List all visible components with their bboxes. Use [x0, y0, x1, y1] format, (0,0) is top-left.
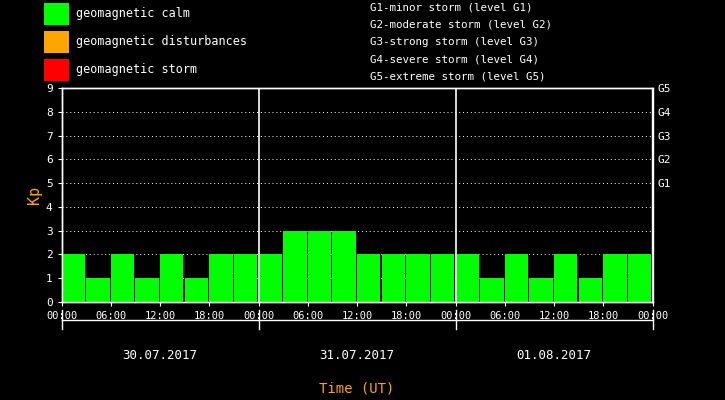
Bar	[44, 59, 69, 81]
Text: geomagnetic storm: geomagnetic storm	[76, 64, 197, 76]
Bar	[234, 254, 257, 302]
Bar	[628, 254, 651, 302]
Bar	[529, 278, 552, 302]
Bar	[480, 278, 504, 302]
Text: 31.07.2017: 31.07.2017	[320, 350, 394, 362]
Bar	[259, 254, 282, 302]
Bar	[333, 231, 356, 302]
Bar	[579, 278, 602, 302]
Bar	[406, 254, 430, 302]
Bar	[603, 254, 626, 302]
Text: 30.07.2017: 30.07.2017	[123, 350, 198, 362]
Text: G3-strong storm (level G3): G3-strong storm (level G3)	[370, 37, 539, 47]
Bar	[455, 254, 479, 302]
Bar	[185, 278, 208, 302]
Bar	[210, 254, 233, 302]
Bar	[111, 254, 134, 302]
Text: geomagnetic disturbances: geomagnetic disturbances	[76, 35, 247, 48]
Text: Time (UT): Time (UT)	[320, 381, 394, 395]
Text: G4-severe storm (level G4): G4-severe storm (level G4)	[370, 54, 539, 64]
Text: G1-minor storm (level G1): G1-minor storm (level G1)	[370, 3, 532, 13]
Bar	[431, 254, 455, 302]
Y-axis label: Kp: Kp	[27, 186, 41, 204]
Bar	[44, 31, 69, 53]
Bar	[381, 254, 405, 302]
Text: geomagnetic calm: geomagnetic calm	[76, 7, 190, 20]
Text: G2-moderate storm (level G2): G2-moderate storm (level G2)	[370, 20, 552, 30]
Bar	[283, 231, 307, 302]
Text: G5-extreme storm (level G5): G5-extreme storm (level G5)	[370, 71, 545, 81]
Bar	[160, 254, 183, 302]
Bar	[136, 278, 159, 302]
Bar	[86, 278, 109, 302]
Text: 01.08.2017: 01.08.2017	[516, 350, 592, 362]
Bar	[357, 254, 381, 302]
Bar	[308, 231, 331, 302]
Bar	[554, 254, 577, 302]
Bar	[44, 3, 69, 25]
Bar	[62, 254, 85, 302]
Bar	[505, 254, 529, 302]
